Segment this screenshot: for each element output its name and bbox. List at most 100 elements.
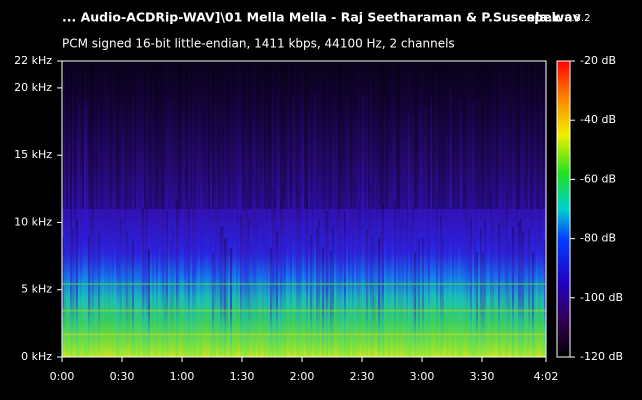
spectrogram-texture bbox=[428, 164, 430, 357]
spectrogram-texture bbox=[310, 61, 312, 209]
spectrogram-texture bbox=[426, 61, 428, 209]
spectrogram-texture bbox=[454, 105, 456, 358]
spectrogram-texture bbox=[126, 61, 128, 209]
spectrogram-texture bbox=[252, 61, 254, 209]
spectrogram-texture bbox=[280, 61, 282, 209]
spectrogram-texture bbox=[490, 191, 492, 357]
spectrogram-texture bbox=[308, 110, 310, 357]
spectrogram-texture bbox=[216, 61, 218, 209]
spectrogram-texture bbox=[260, 157, 262, 357]
spectrogram-texture bbox=[144, 61, 146, 209]
spectrogram-texture bbox=[134, 125, 136, 358]
spectrogram-texture bbox=[108, 61, 110, 209]
spectrogram-texture bbox=[292, 61, 294, 209]
spectrogram-texture bbox=[102, 99, 104, 357]
spectrogram-texture bbox=[428, 61, 430, 209]
spectrogram-texture bbox=[422, 237, 424, 357]
spectrogram-texture bbox=[168, 61, 170, 209]
spectrogram-texture bbox=[264, 140, 266, 357]
spectrogram-texture bbox=[438, 115, 440, 357]
spectrogram-texture bbox=[164, 61, 166, 209]
spectrogram-texture bbox=[258, 61, 260, 209]
colorbar-tick-label: -100 dB bbox=[580, 291, 623, 304]
colorbar-tick-label: -120 dB bbox=[580, 350, 623, 363]
spectrogram-texture bbox=[340, 61, 342, 209]
spectrogram-texture bbox=[360, 61, 362, 209]
spectrogram-texture bbox=[514, 61, 516, 209]
spectrogram-texture bbox=[198, 102, 200, 358]
y-tick-label: 15 kHz bbox=[14, 148, 52, 161]
spectrogram-texture bbox=[492, 61, 494, 209]
spectrogram-texture bbox=[460, 61, 462, 209]
spectrogram-texture bbox=[394, 61, 396, 209]
spectrogram-texture bbox=[414, 61, 416, 209]
spectrogram-texture bbox=[96, 61, 98, 209]
spectrogram-texture bbox=[282, 186, 284, 357]
spectrogram-texture bbox=[246, 186, 248, 357]
spectrogram-texture bbox=[316, 61, 318, 209]
spectrogram-texture bbox=[464, 185, 466, 357]
spectrogram-texture bbox=[332, 226, 334, 357]
spectrogram-texture bbox=[302, 61, 304, 209]
spectrogram-texture bbox=[426, 134, 428, 357]
spectrogram-texture bbox=[296, 182, 298, 357]
spectrogram-texture bbox=[436, 61, 438, 209]
spectrogram-texture bbox=[158, 61, 160, 209]
spectrogram-texture bbox=[268, 129, 270, 357]
x-tick-label: 3:00 bbox=[410, 370, 435, 383]
spectrogram-texture bbox=[532, 251, 534, 357]
spectrogram-texture bbox=[98, 61, 100, 209]
spectrogram-texture bbox=[484, 219, 486, 357]
spectrogram-texture bbox=[158, 106, 160, 357]
spectrogram-texture bbox=[392, 97, 394, 358]
spectrogram-texture bbox=[328, 61, 330, 209]
spectrogram-texture bbox=[286, 61, 288, 209]
spectrogram-texture bbox=[368, 61, 370, 209]
spectrogram-texture bbox=[106, 61, 108, 209]
spectrogram-texture bbox=[220, 227, 222, 357]
spectrogram-texture bbox=[194, 166, 196, 357]
spectrogram-texture bbox=[472, 101, 474, 357]
spectrogram-texture bbox=[62, 61, 64, 209]
spectrogram-band bbox=[62, 283, 546, 285]
spectrogram-texture bbox=[106, 163, 108, 357]
spectrogram-texture bbox=[224, 238, 226, 357]
spectrogram-texture bbox=[280, 199, 282, 357]
spectrogram-texture bbox=[208, 61, 210, 209]
spectrogram-texture bbox=[210, 61, 212, 209]
spectrogram-texture bbox=[364, 174, 366, 357]
spectrogram-texture bbox=[342, 141, 344, 357]
file-title: ... Audio-ACDRip-WAV]\01 Mella Mella - R… bbox=[62, 10, 581, 25]
spectrogram-texture bbox=[222, 225, 224, 357]
spectrogram-texture bbox=[532, 61, 534, 209]
spectrogram-texture bbox=[456, 61, 458, 209]
spectrogram-texture bbox=[480, 61, 482, 209]
colorbar-frame bbox=[556, 60, 571, 358]
spectrogram-texture bbox=[458, 98, 460, 358]
spectrogram-texture bbox=[186, 61, 188, 209]
spectrogram-texture bbox=[442, 61, 444, 209]
spectrogram-texture bbox=[246, 61, 248, 209]
spectrogram-texture bbox=[92, 61, 94, 209]
spectrogram-texture bbox=[462, 134, 464, 357]
spectrogram-texture bbox=[352, 61, 354, 209]
spectrogram-texture bbox=[230, 61, 232, 209]
spectrogram-texture bbox=[172, 227, 174, 357]
spectrogram-texture bbox=[66, 61, 68, 209]
x-tick-label: 1:00 bbox=[170, 370, 195, 383]
spectrogram-texture bbox=[254, 176, 256, 357]
spectrogram-texture bbox=[74, 61, 76, 209]
spectrogram-texture bbox=[314, 92, 316, 357]
spectrogram-texture bbox=[204, 133, 206, 357]
spectrogram-texture bbox=[116, 61, 118, 209]
spectrogram-texture bbox=[110, 159, 112, 357]
spectrogram-texture bbox=[226, 237, 228, 357]
spectrogram-texture bbox=[104, 178, 106, 357]
spectrogram-texture bbox=[128, 61, 130, 209]
spectrogram-texture bbox=[118, 61, 120, 209]
colorbar-tick-label: -60 dB bbox=[580, 172, 616, 185]
spectrogram-texture bbox=[328, 193, 330, 357]
spectrogram-texture bbox=[124, 194, 126, 357]
spectrogram-texture bbox=[68, 61, 70, 209]
spectrogram-texture bbox=[236, 188, 238, 357]
